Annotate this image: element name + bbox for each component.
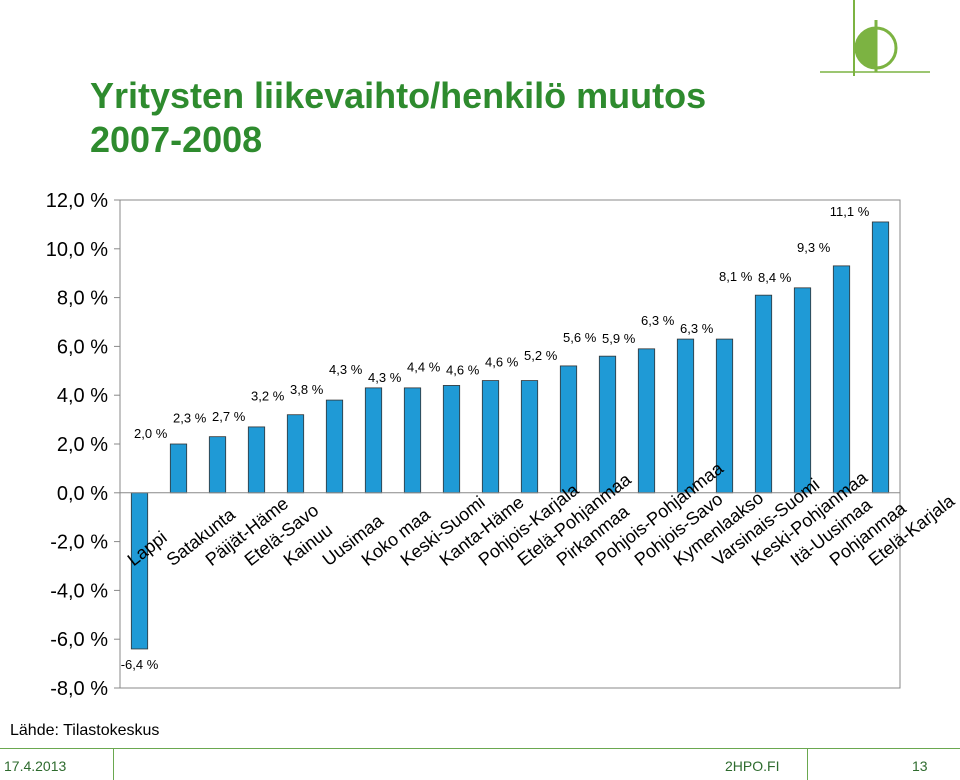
data-label: 4,3 % — [329, 362, 363, 377]
y-tick-label: -4,0 % — [50, 580, 108, 602]
source-note: Lähde: Tilastokeskus — [10, 722, 160, 739]
company-logo-icon — [820, 0, 930, 76]
y-tick-label: 6,0 % — [57, 336, 108, 358]
page-number: 13 — [912, 758, 928, 774]
data-label: 6,3 % — [680, 321, 714, 336]
slide-title: Yritysten liikevaihto/henkilö muutos 200… — [90, 75, 707, 160]
data-label: 5,6 % — [563, 330, 597, 345]
data-label: 6,3 % — [641, 313, 675, 328]
bar — [247, 426, 266, 494]
data-label: 3,8 % — [290, 382, 324, 397]
footer-separator — [807, 749, 808, 780]
y-tick-label: -6,0 % — [50, 629, 108, 651]
bar — [481, 380, 500, 494]
bar — [832, 265, 851, 494]
data-label: 11,1 % — [830, 204, 870, 219]
bar — [637, 348, 656, 494]
data-label: 4,6 % — [446, 363, 480, 378]
y-tick-label: 0,0 % — [57, 483, 108, 505]
footer-date: 17.4.2013 — [4, 758, 67, 774]
bar — [208, 436, 227, 494]
data-label: 3,2 % — [251, 389, 285, 404]
data-label: 9,3 % — [797, 240, 831, 255]
footer-separator — [113, 749, 114, 780]
data-label: 2,0 % — [134, 426, 168, 441]
y-tick-label: -8,0 % — [50, 678, 108, 700]
bar — [793, 287, 812, 494]
data-label: 8,1 % — [719, 269, 753, 284]
bar — [676, 338, 695, 494]
data-label: 2,7 % — [212, 409, 246, 424]
bar — [754, 294, 773, 494]
y-tick-label: 8,0 % — [57, 288, 108, 310]
data-label: 4,6 % — [485, 355, 519, 370]
footer-divider — [0, 748, 960, 749]
footer-site: 2HPO.FI — [725, 758, 780, 774]
bar-chart: 12,0 % 10,0 % 8,0 % 6,0 % 4,0 % 2,0 % 0,0 % -2,… — [46, 190, 959, 700]
y-tick-label: -2,0 % — [50, 532, 108, 554]
bar — [169, 443, 188, 494]
bar — [130, 492, 149, 650]
bar — [403, 387, 422, 494]
data-label: 5,9 % — [602, 331, 636, 346]
y-tick-label: 10,0 % — [46, 239, 108, 261]
y-tick-label: 2,0 % — [57, 434, 108, 456]
bar — [364, 387, 383, 494]
bar — [325, 399, 344, 494]
data-label: 2,3 % — [173, 411, 207, 426]
bar — [871, 221, 890, 494]
data-label: 4,3 % — [368, 370, 402, 385]
y-tick-label: 4,0 % — [57, 385, 108, 407]
y-tick-label: 12,0 % — [46, 190, 108, 212]
data-label: 5,2 % — [524, 348, 558, 363]
data-label: 8,4 % — [758, 270, 792, 285]
bar — [286, 414, 305, 494]
data-label: 4,4 % — [407, 359, 441, 374]
bar — [598, 355, 617, 494]
data-label: -6,4 % — [121, 657, 159, 672]
plot-area-frame — [119, 199, 901, 689]
bar — [442, 385, 461, 494]
bar — [520, 380, 539, 494]
bar — [559, 365, 578, 494]
